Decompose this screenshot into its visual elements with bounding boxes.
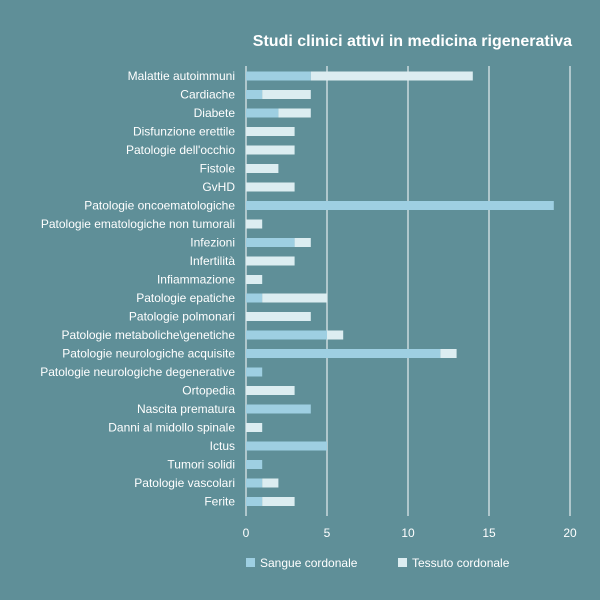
bar-tessuto: [262, 497, 295, 506]
legend-label: Sangue cordonale: [260, 556, 358, 570]
bar-sangue: [246, 238, 295, 247]
bar-sangue: [246, 71, 311, 81]
bar-tessuto: [246, 275, 263, 284]
category-label: Cardiache: [180, 88, 235, 102]
legend-swatch: [246, 558, 255, 567]
bar-tessuto: [278, 108, 311, 118]
bars: [246, 71, 554, 506]
category-label: Danni al midollo spinale: [108, 421, 235, 435]
x-tick-labels: 0 5 10 15 20: [243, 526, 577, 540]
bar-tessuto: [246, 127, 295, 136]
bar-sangue: [246, 460, 263, 469]
category-label: Ictus: [210, 439, 235, 453]
category-label: Disfunzione erettile: [133, 125, 235, 139]
category-label: Ortopedia: [182, 384, 235, 398]
bar-tessuto: [262, 293, 327, 303]
category-label: Patologie neurologiche acquisite: [62, 347, 235, 361]
category-label: Patologie polmonari: [129, 310, 235, 324]
bar-tessuto: [327, 330, 344, 340]
category-label: Patologie oncoematologiche: [84, 199, 235, 213]
category-label: Patologie dell'occhio: [126, 143, 235, 157]
bar-sangue: [246, 367, 263, 377]
category-label: Patologie epatiche: [136, 291, 235, 305]
bar-tessuto: [262, 90, 311, 99]
legend: Sangue cordonale Tessuto cordonale: [246, 556, 510, 570]
bar-sangue: [246, 497, 263, 506]
bar-sangue: [246, 478, 263, 488]
bar-sangue: [246, 330, 327, 340]
x-tick-label: 5: [324, 526, 331, 540]
bar-tessuto: [440, 349, 457, 358]
category-label: Tumori solidi: [167, 458, 235, 472]
bar-sangue: [246, 90, 263, 99]
bar-sangue: [246, 404, 311, 414]
category-label: GvHD: [202, 180, 235, 194]
x-tick-label: 10: [401, 526, 415, 540]
category-label: Nascita prematura: [137, 402, 235, 416]
bar-sangue: [246, 349, 441, 358]
bar-tessuto: [246, 256, 295, 266]
category-label: Patologie metaboliche\genetiche: [62, 328, 236, 342]
bar-sangue: [246, 293, 263, 303]
bar-sangue: [246, 201, 554, 210]
x-tick-label: 15: [482, 526, 496, 540]
bar-tessuto: [246, 386, 295, 395]
category-label: Infezioni: [190, 236, 235, 250]
bar-tessuto: [294, 238, 311, 247]
legend-swatch: [398, 558, 407, 567]
category-label: Ferite: [204, 495, 235, 509]
category-label: Patologie neurologiche degenerative: [40, 365, 235, 379]
bar-tessuto: [310, 71, 473, 81]
grid-lines: [245, 66, 571, 516]
legend-label: Tessuto cordonale: [412, 556, 510, 570]
bar-tessuto: [246, 182, 295, 192]
category-label: Infiammazione: [157, 273, 235, 287]
bar-tessuto: [246, 164, 279, 173]
category-label: Malattie autoimmuni: [128, 69, 235, 83]
category-label: Infertilità: [190, 254, 236, 268]
bar-tessuto: [246, 219, 263, 229]
category-label: Patologie ematologiche non tumorali: [41, 217, 235, 231]
bar-tessuto: [246, 312, 311, 321]
x-tick-label: 20: [563, 526, 577, 540]
category-label: Diabete: [194, 106, 236, 120]
bar-sangue: [246, 441, 327, 451]
bar-tessuto: [246, 145, 295, 155]
bar-tessuto: [246, 423, 263, 432]
category-label: Patologie vascolari: [134, 476, 235, 490]
category-labels: Malattie autoimmuni Cardiache Diabete Disfu…: [40, 69, 235, 509]
category-label: Fistole: [200, 162, 236, 176]
x-tick-label: 0: [243, 526, 250, 540]
chart-title: Studi clinici attivi in medicina rigener…: [253, 33, 572, 50]
bar-sangue: [246, 108, 279, 118]
bar-tessuto: [262, 478, 279, 488]
